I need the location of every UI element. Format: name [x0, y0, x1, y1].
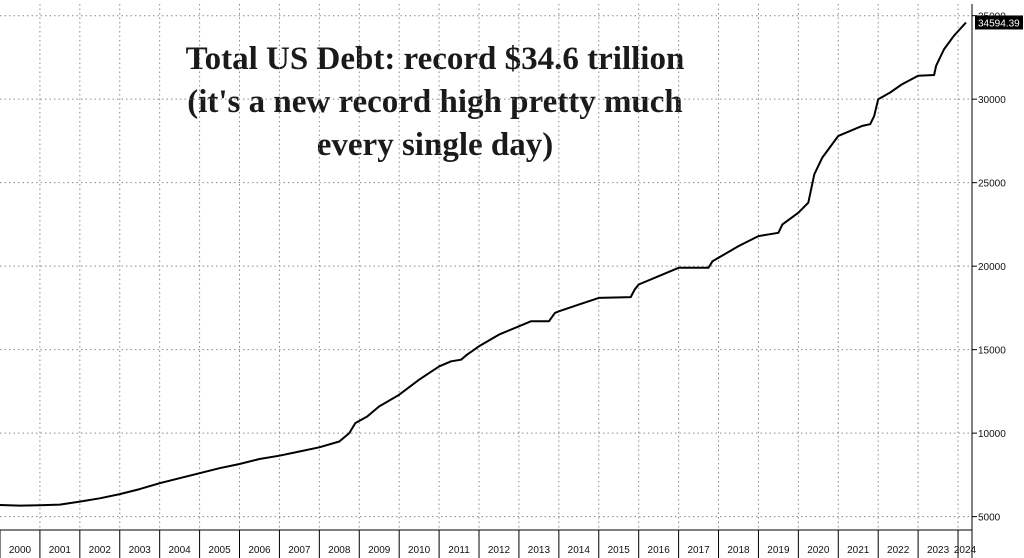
- x-tick-label: 2015: [608, 545, 631, 556]
- x-tick-label: 2016: [648, 545, 671, 556]
- x-tick-label: 2010: [408, 545, 431, 556]
- x-tick-label: 2004: [169, 545, 192, 556]
- x-tick-label: 2012: [488, 545, 511, 556]
- x-tick-label: 2008: [328, 545, 351, 556]
- x-tick-label: 2006: [248, 545, 271, 556]
- x-tick-label: 2009: [368, 545, 391, 556]
- x-tick-label: 2020: [807, 545, 830, 556]
- last-value-label: 34594.39: [978, 18, 1020, 29]
- series-line: [0, 21, 967, 507]
- x-tick-label: 2007: [288, 545, 311, 556]
- x-tick-label: 2000: [9, 545, 32, 556]
- x-tick-label: 2022: [887, 545, 910, 556]
- x-tick-label: 2005: [208, 545, 231, 556]
- y-tick-label: 15000: [978, 346, 1006, 357]
- x-tick-label: 2024: [954, 545, 977, 556]
- x-tick-label: 2017: [687, 545, 710, 556]
- x-tick-label: 2018: [727, 545, 750, 556]
- y-tick-label: 5000: [978, 513, 1001, 524]
- y-tick-label: 25000: [978, 179, 1006, 190]
- x-tick-label: 2002: [89, 545, 112, 556]
- x-tick-label: 2011: [448, 545, 470, 556]
- last-value-box: [975, 15, 1023, 30]
- y-tick-label: 30000: [978, 95, 1006, 106]
- x-tick-label: 2023: [927, 545, 950, 556]
- x-tick-label: 2013: [528, 545, 551, 556]
- x-tick-label: 2021: [847, 545, 870, 556]
- x-tick-label: 2014: [568, 545, 591, 556]
- x-tick-label: 2001: [49, 545, 72, 556]
- chart-title: Total US Debt: record $34.6 trillion (it…: [185, 41, 685, 163]
- y-tick-label: 10000: [978, 429, 1006, 440]
- x-tick-label: 2019: [767, 545, 790, 556]
- x-tick-label: 2003: [129, 545, 152, 556]
- y-tick-label: 20000: [978, 262, 1006, 273]
